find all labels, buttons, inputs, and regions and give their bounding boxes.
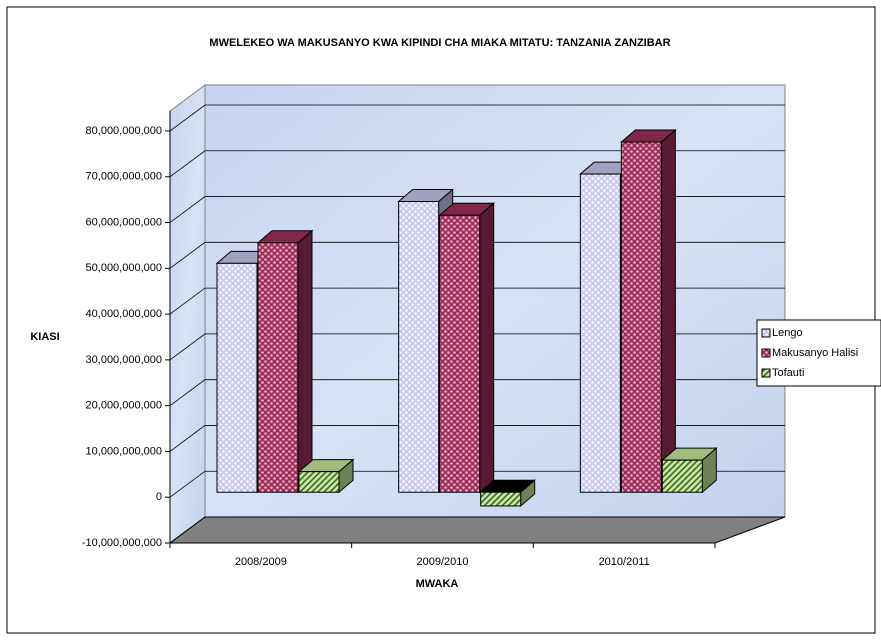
bar [660,447,718,494]
bar [619,128,677,494]
y-tick-label: 80,000,000,000 [86,125,162,137]
legend-label: Makusanyo Halisi [772,347,858,359]
x-tick-label: 2010/2011 [599,556,650,568]
bar-front [257,242,299,493]
bar [297,458,355,494]
y-tick-label: 20,000,000,000 [86,400,162,412]
bar [438,202,496,494]
bar-side [660,128,676,494]
bar [256,229,314,494]
x-axis-title: MWAKA [416,578,459,590]
bar-front [298,471,340,493]
bar [479,479,537,508]
y-tick-label: 60,000,000,000 [86,216,162,228]
floor [168,516,786,544]
x-tick-label: 2009/2010 [417,556,469,568]
y-tick-label: 10,000,000,000 [86,445,162,457]
side-wall [169,84,206,544]
bar-front [620,141,662,493]
bar-front [439,214,481,493]
x-tick-label: 2008/2009 [235,556,287,568]
chart-title: MWELEKEO WA MAKUSANYO KWA KIPINDI CHA MI… [209,37,670,49]
y-axis-title: KIASI [30,331,59,343]
bar-side [479,202,495,494]
legend-swatch [761,368,771,378]
y-tick-label: 70,000,000,000 [86,171,162,183]
bar-front [579,173,621,493]
bar-front [480,491,522,507]
y-tick-label: 0 [156,491,162,503]
legend-label: Tofauti [772,367,804,379]
legend-box [756,319,881,387]
legend-swatch [761,348,771,358]
y-tick-label: 50,000,000,000 [86,262,162,274]
grid-line [169,516,785,544]
legend-swatch [761,328,771,338]
y-tick-label: 30,000,000,000 [86,354,162,366]
y-tick-label: -10,000,000,000 [82,537,162,549]
grid-line [169,104,785,132]
bar-front [398,201,440,493]
bar-front [216,262,258,493]
bar-front [661,459,703,493]
legend-label: Lengo [772,327,803,339]
bar-side [297,229,313,494]
y-tick-label: 40,000,000,000 [86,308,162,320]
grid-line [169,150,785,178]
